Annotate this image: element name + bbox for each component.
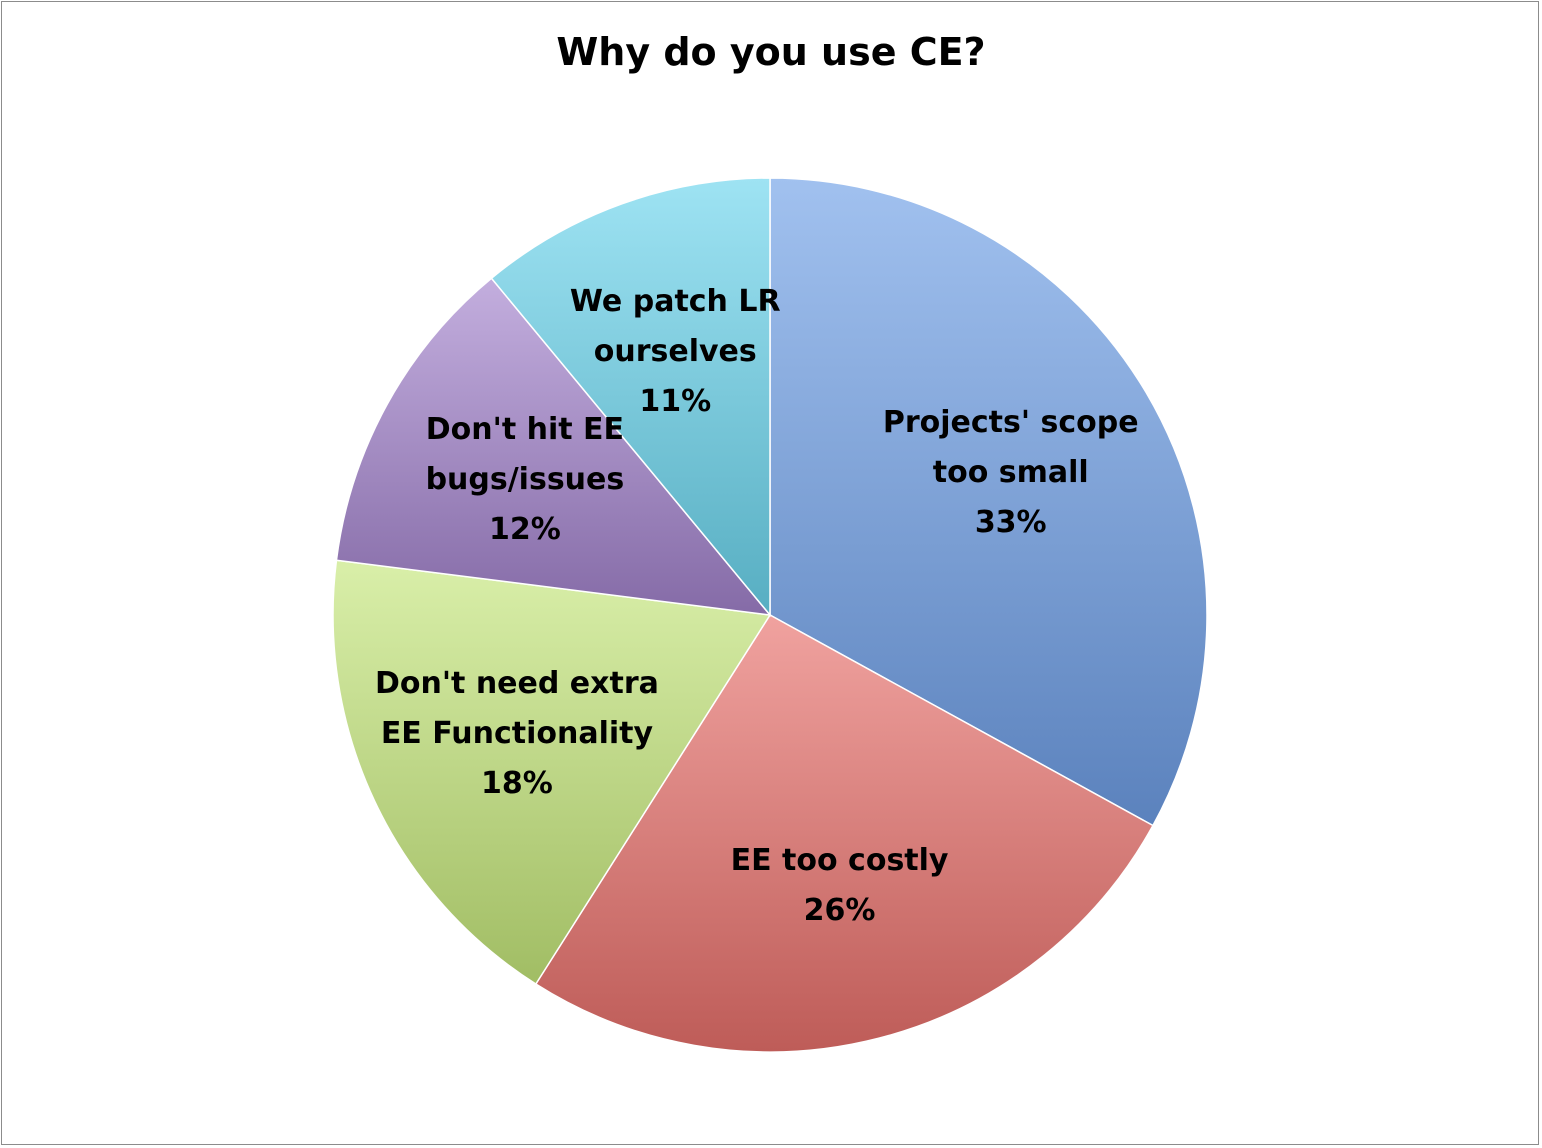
pie-slice xyxy=(332,559,772,986)
value-label: 11% xyxy=(639,383,712,419)
pie-slice xyxy=(534,614,1154,1053)
slice-label: Projects' scope too small 33% xyxy=(861,398,1161,548)
value-label: 12% xyxy=(489,512,561,548)
value-label: 18% xyxy=(481,766,553,802)
slice-label: We patch LR ourselves 11% xyxy=(525,277,825,427)
pie-slice xyxy=(769,177,1208,827)
category-label: Don't hit EE bugs/issues xyxy=(425,412,625,498)
category-label: We patch LR ourselves xyxy=(569,283,781,369)
value-label: 26% xyxy=(803,892,876,928)
category-label: Don't need extra EE Functionality xyxy=(374,666,659,752)
pie-slice xyxy=(335,277,772,616)
value-label: 33% xyxy=(974,504,1047,540)
category-label: EE too costly xyxy=(730,842,949,878)
slice-label: Don't hit EE bugs/issues 12% xyxy=(375,405,675,555)
chart-title: Why do you use CE? xyxy=(556,30,986,74)
category-label: Projects' scope too small xyxy=(882,404,1139,490)
slice-label: Don't need extra EE Functionality 18% xyxy=(367,659,667,809)
pie-slice xyxy=(490,177,771,618)
slice-label: EE too costly 26% xyxy=(690,836,990,936)
